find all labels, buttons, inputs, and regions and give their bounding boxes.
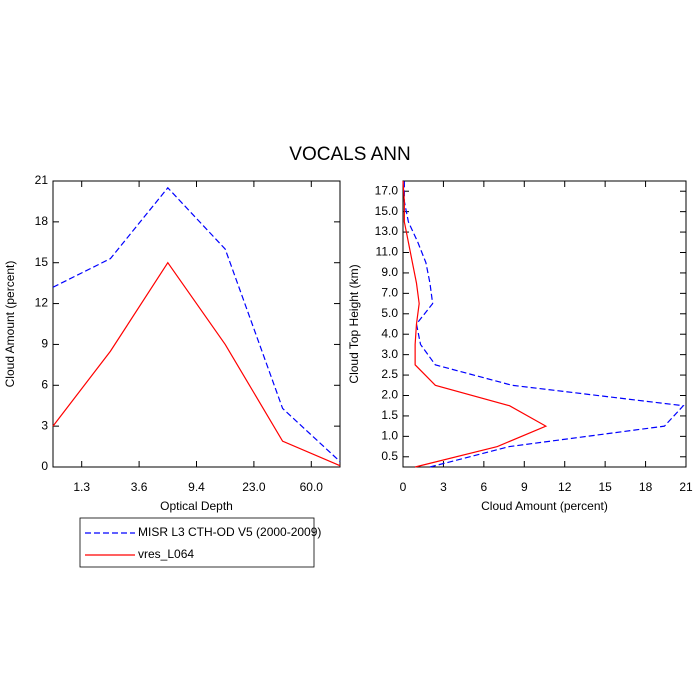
y-tick-label: 1.0 bbox=[381, 429, 398, 443]
legend-label: MISR L3 CTH-OD V5 (2000-2009) bbox=[138, 525, 321, 539]
y-tick-label: 13.0 bbox=[375, 224, 399, 238]
x-tick-label: 6 bbox=[481, 480, 488, 494]
x-axis-label: Cloud Amount (percent) bbox=[481, 499, 608, 513]
legend-box bbox=[79, 517, 315, 568]
series-line bbox=[402, 180, 548, 468]
x-tick-label: 3 bbox=[440, 480, 447, 494]
y-tick-label: 0 bbox=[41, 459, 48, 473]
y-tick-label: 18 bbox=[35, 214, 49, 228]
legend-label: vres_L064 bbox=[138, 547, 194, 561]
y-tick-label: 5.0 bbox=[381, 306, 398, 320]
x-tick-label: 60.0 bbox=[300, 480, 324, 494]
y-tick-label: 21 bbox=[35, 173, 49, 187]
series-line bbox=[403, 181, 685, 468]
y-tick-label: 6 bbox=[41, 377, 48, 391]
x-tick-label: 12 bbox=[558, 480, 572, 494]
y-tick-label: 15.0 bbox=[375, 204, 399, 218]
y-tick-label: 1.5 bbox=[381, 408, 398, 422]
y-tick-label: 3 bbox=[41, 418, 48, 432]
y-tick-label: 3.0 bbox=[381, 347, 398, 361]
x-tick-label: 23.0 bbox=[242, 480, 266, 494]
x-tick-label: 3.6 bbox=[131, 480, 148, 494]
y-axis-label: Cloud Top Height (km) bbox=[347, 264, 361, 383]
series-line bbox=[52, 261, 341, 467]
x-axis-label: Optical Depth bbox=[160, 499, 233, 513]
y-tick-label: 9.0 bbox=[381, 265, 398, 279]
y-tick-label: 11.0 bbox=[376, 245, 399, 259]
x-tick-label: 21 bbox=[679, 480, 693, 494]
plot-frame bbox=[402, 180, 687, 468]
x-tick-label: 0 bbox=[400, 480, 407, 494]
x-tick-label: 9 bbox=[521, 480, 528, 494]
y-tick-label: 12 bbox=[35, 296, 49, 310]
y-tick-label: 2.5 bbox=[381, 367, 398, 381]
x-tick-label: 15 bbox=[598, 480, 612, 494]
y-tick-label: 9 bbox=[41, 337, 48, 351]
y-tick-label: 0.5 bbox=[381, 449, 398, 463]
y-tick-label: 7.0 bbox=[381, 286, 398, 300]
x-tick-label: 9.4 bbox=[188, 480, 205, 494]
x-tick-label: 18 bbox=[639, 480, 653, 494]
figure-title: VOCALS ANN bbox=[289, 144, 410, 165]
y-tick-label: 17.0 bbox=[375, 183, 399, 197]
y-tick-label: 15 bbox=[35, 255, 49, 269]
x-tick-label: 1.3 bbox=[73, 480, 90, 494]
y-tick-label: 2.0 bbox=[381, 388, 398, 402]
y-axis-label: Cloud Amount (percent) bbox=[3, 261, 17, 388]
y-tick-label: 4.0 bbox=[381, 326, 398, 340]
